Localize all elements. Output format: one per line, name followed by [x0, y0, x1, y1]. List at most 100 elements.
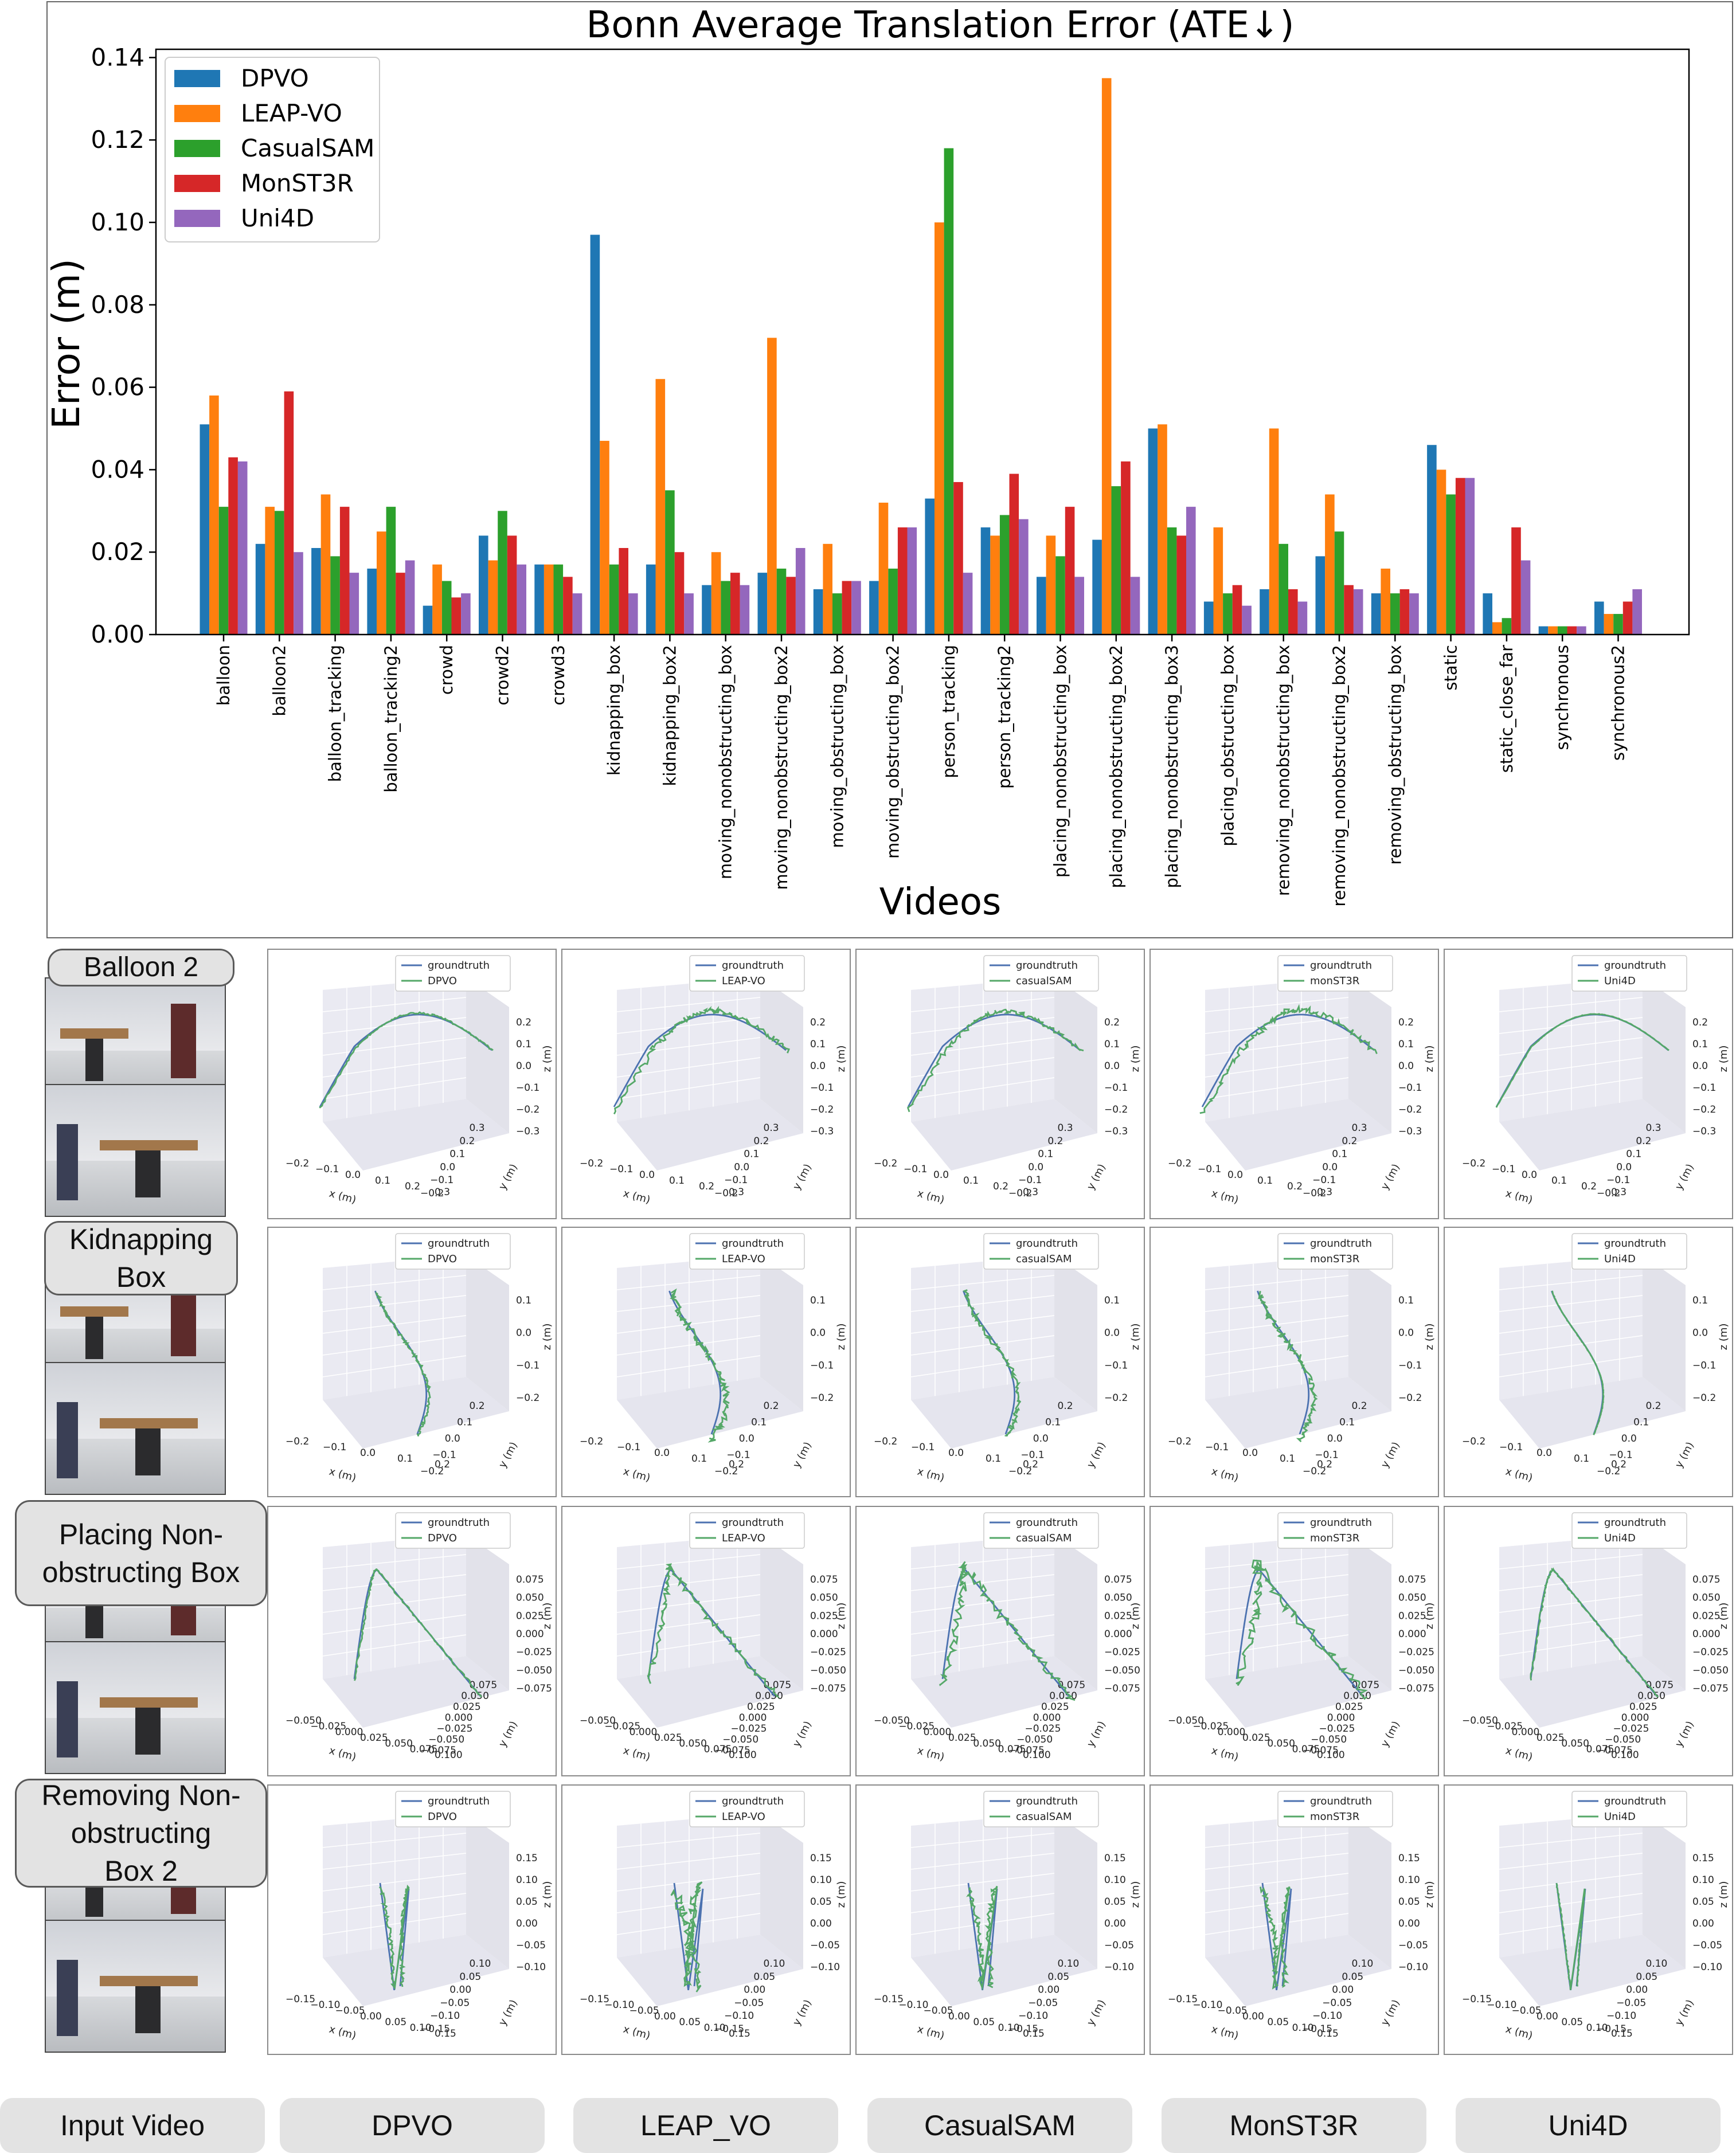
y-tick-label: 0.05: [1047, 1971, 1069, 1983]
grid-line: [616, 1077, 761, 1099]
z-axis-label: z (m): [1718, 1046, 1730, 1072]
grid-line: [910, 1614, 1055, 1635]
bar-casualsam-moving-obstructing-box: [832, 593, 842, 635]
bar-uni4d-balloon-tracking: [349, 573, 359, 635]
z-tick-label: 0.0: [516, 1328, 531, 1339]
bar-leap-vo-synchronous2: [1604, 614, 1614, 635]
x-tick-label: −0.15: [1462, 1994, 1492, 2005]
z-tick-label: 0.050: [516, 1592, 544, 1604]
method-legend-label: casualSAM: [1016, 975, 1072, 987]
z-tick-label: 0.10: [810, 1874, 832, 1886]
method-legend-label: LEAP-VO: [722, 1811, 765, 1823]
grid-line: [1205, 1335, 1349, 1356]
bar-leap-vo-moving-nonobstructing-box: [711, 552, 721, 635]
bar-uni4d-balloon: [237, 461, 248, 635]
x-tick-label: −0.2: [1462, 1158, 1485, 1169]
x-tick-label: 0.15: [435, 2028, 456, 2040]
z-tick-label: −0.2: [1692, 1104, 1716, 1115]
grid-line: [616, 1295, 761, 1312]
trajectory-plot-monst3r-row-2: 0.1 0.0 −0.1 −0.2 z (m) −0.2 −0.1 0.0 0.1 0.2 x (m…: [1149, 1227, 1439, 1497]
y-tick-label: 0.00: [1332, 1984, 1354, 1996]
chart-legend: DPVO LEAP-VO CasualSAM MonST3R Uni4D: [165, 57, 380, 242]
grid-line: [1499, 1017, 1643, 1034]
groundtruth-trajectory: [668, 1290, 722, 1435]
side-pane: [466, 977, 509, 1133]
groundtruth-legend-label: groundtruth: [428, 1795, 490, 1807]
x-tick-label: 0.075: [1586, 1744, 1614, 1755]
plot-border: [155, 48, 1690, 636]
x-tick-label: −0.10: [1192, 1999, 1222, 2011]
bar-leap-vo-moving-obstructing-box: [823, 543, 832, 635]
bar-casualsam-balloon: [218, 507, 229, 635]
bar-casualsam-kidnapping-box2: [665, 490, 675, 635]
bar-monst3r-moving-obstructing-box2: [897, 527, 908, 635]
bar-uni4d-synchronous: [1577, 626, 1586, 635]
grid-line: [1205, 1057, 1349, 1078]
grid-line: [322, 1873, 467, 1892]
bar-leap-vo-kidnapping-box: [600, 441, 609, 635]
x-tick-label: −0.2: [580, 1436, 603, 1447]
bar-leap-vo-person-tracking: [935, 222, 944, 635]
z-tick-label: 0.05: [1398, 1896, 1420, 1908]
z-tick-label: 0.0: [1398, 1060, 1414, 1072]
y-tick-label: −0.1: [726, 1450, 750, 1461]
x-tick-label: −0.2: [580, 1158, 603, 1169]
y-tick-label: 0.025: [1629, 1701, 1657, 1713]
back-pane: [911, 977, 1054, 1122]
y-tick-label: −0.10: [1018, 2010, 1048, 2022]
bar-monst3r-crowd: [451, 597, 462, 635]
bar-monst3r-balloon-tracking2: [396, 573, 405, 635]
grid-line: [910, 1335, 1055, 1356]
grid-line: [616, 1893, 761, 1913]
groundtruth-trajectory: [1201, 1013, 1375, 1107]
groundtruth-legend-label: groundtruth: [428, 1517, 490, 1529]
y-axis-label: y (m): [1379, 1719, 1402, 1749]
x-tick-label: crowd2: [493, 645, 513, 706]
bar-casualsam-removing-nonobstructing-box: [1278, 543, 1288, 635]
bar-casualsam-static-close-far: [1502, 618, 1512, 635]
trajectory-plot-dpvo-row-2: 0.1 0.0 −0.1 −0.2 z (m) −0.2 −0.1 0.0 0.1 0.2 x (m…: [267, 1227, 557, 1497]
y-tick-label: 0.06: [91, 373, 144, 401]
z-tick-label: 0.10: [1104, 1874, 1126, 1886]
bar-dpvo-moving-obstructing-box2: [869, 581, 879, 635]
trajectory-svg: 0.0750.0500.0250.000−0.025−0.050−0.075z …: [1462, 1512, 1730, 1763]
groundtruth-trajectory: [1261, 1882, 1292, 1990]
z-tick-label: 0.10: [1398, 1874, 1420, 1886]
x-tick-label: removing_nonobstructing_box2: [1330, 645, 1349, 907]
z-tick-label: 0.2: [516, 1017, 531, 1028]
z-axis-label: z (m): [835, 1324, 847, 1350]
y-tick-label: 0.0: [1028, 1161, 1043, 1173]
x-tick-label: 0.2: [1317, 1459, 1332, 1470]
x-tick-label: 0.2: [405, 1181, 420, 1192]
x-tick-label: 0.2: [1023, 1459, 1038, 1470]
bar-monst3r-person-tracking: [953, 482, 963, 635]
z-tick-label: 0.000: [1692, 1629, 1721, 1640]
y-tick-label: 0.05: [1636, 1971, 1657, 1983]
y-tick-label: 0.025: [453, 1701, 481, 1713]
y-tick-label: 0.075: [470, 1680, 498, 1691]
z-tick-label: 0.0: [516, 1060, 531, 1072]
z-tick-label: 0.00: [516, 1918, 538, 1929]
y-tick-label: −0.1: [430, 1175, 453, 1186]
grid-line: [910, 1057, 1055, 1078]
z-tick-label: 0.1: [1104, 1039, 1120, 1050]
side-pane: [466, 1534, 509, 1690]
z-tick-label: 0.05: [1104, 1896, 1126, 1908]
z-tick-label: 0.1: [1398, 1039, 1414, 1050]
z-tick-label: 0.000: [1398, 1629, 1426, 1640]
z-tick-label: −0.10: [1104, 1962, 1134, 1973]
grid-line: [910, 1017, 1055, 1034]
groundtruth-legend-label: groundtruth: [722, 1795, 784, 1807]
z-tick-label: 0.10: [1692, 1874, 1714, 1886]
y-tick-label: 0.00: [744, 1984, 765, 1996]
method-legend-label: casualSAM: [1016, 1811, 1072, 1823]
bar-monst3r-crowd3: [563, 577, 573, 635]
y-tick-label: 0.0: [445, 1433, 460, 1445]
z-tick-label: −0.2: [516, 1392, 539, 1404]
trajectory-svg: 0.150.100.050.00−0.05−0.10z (m)−0.15−0.1…: [580, 1791, 847, 2042]
x-tick-label: −0.10: [1487, 1999, 1516, 2011]
bar-uni4d-crowd: [461, 593, 471, 635]
y-axis-label: y (m): [1379, 1440, 1402, 1470]
grid-line: [1499, 1077, 1643, 1099]
bar-dpvo-placing-obstructing-box: [1203, 601, 1214, 635]
